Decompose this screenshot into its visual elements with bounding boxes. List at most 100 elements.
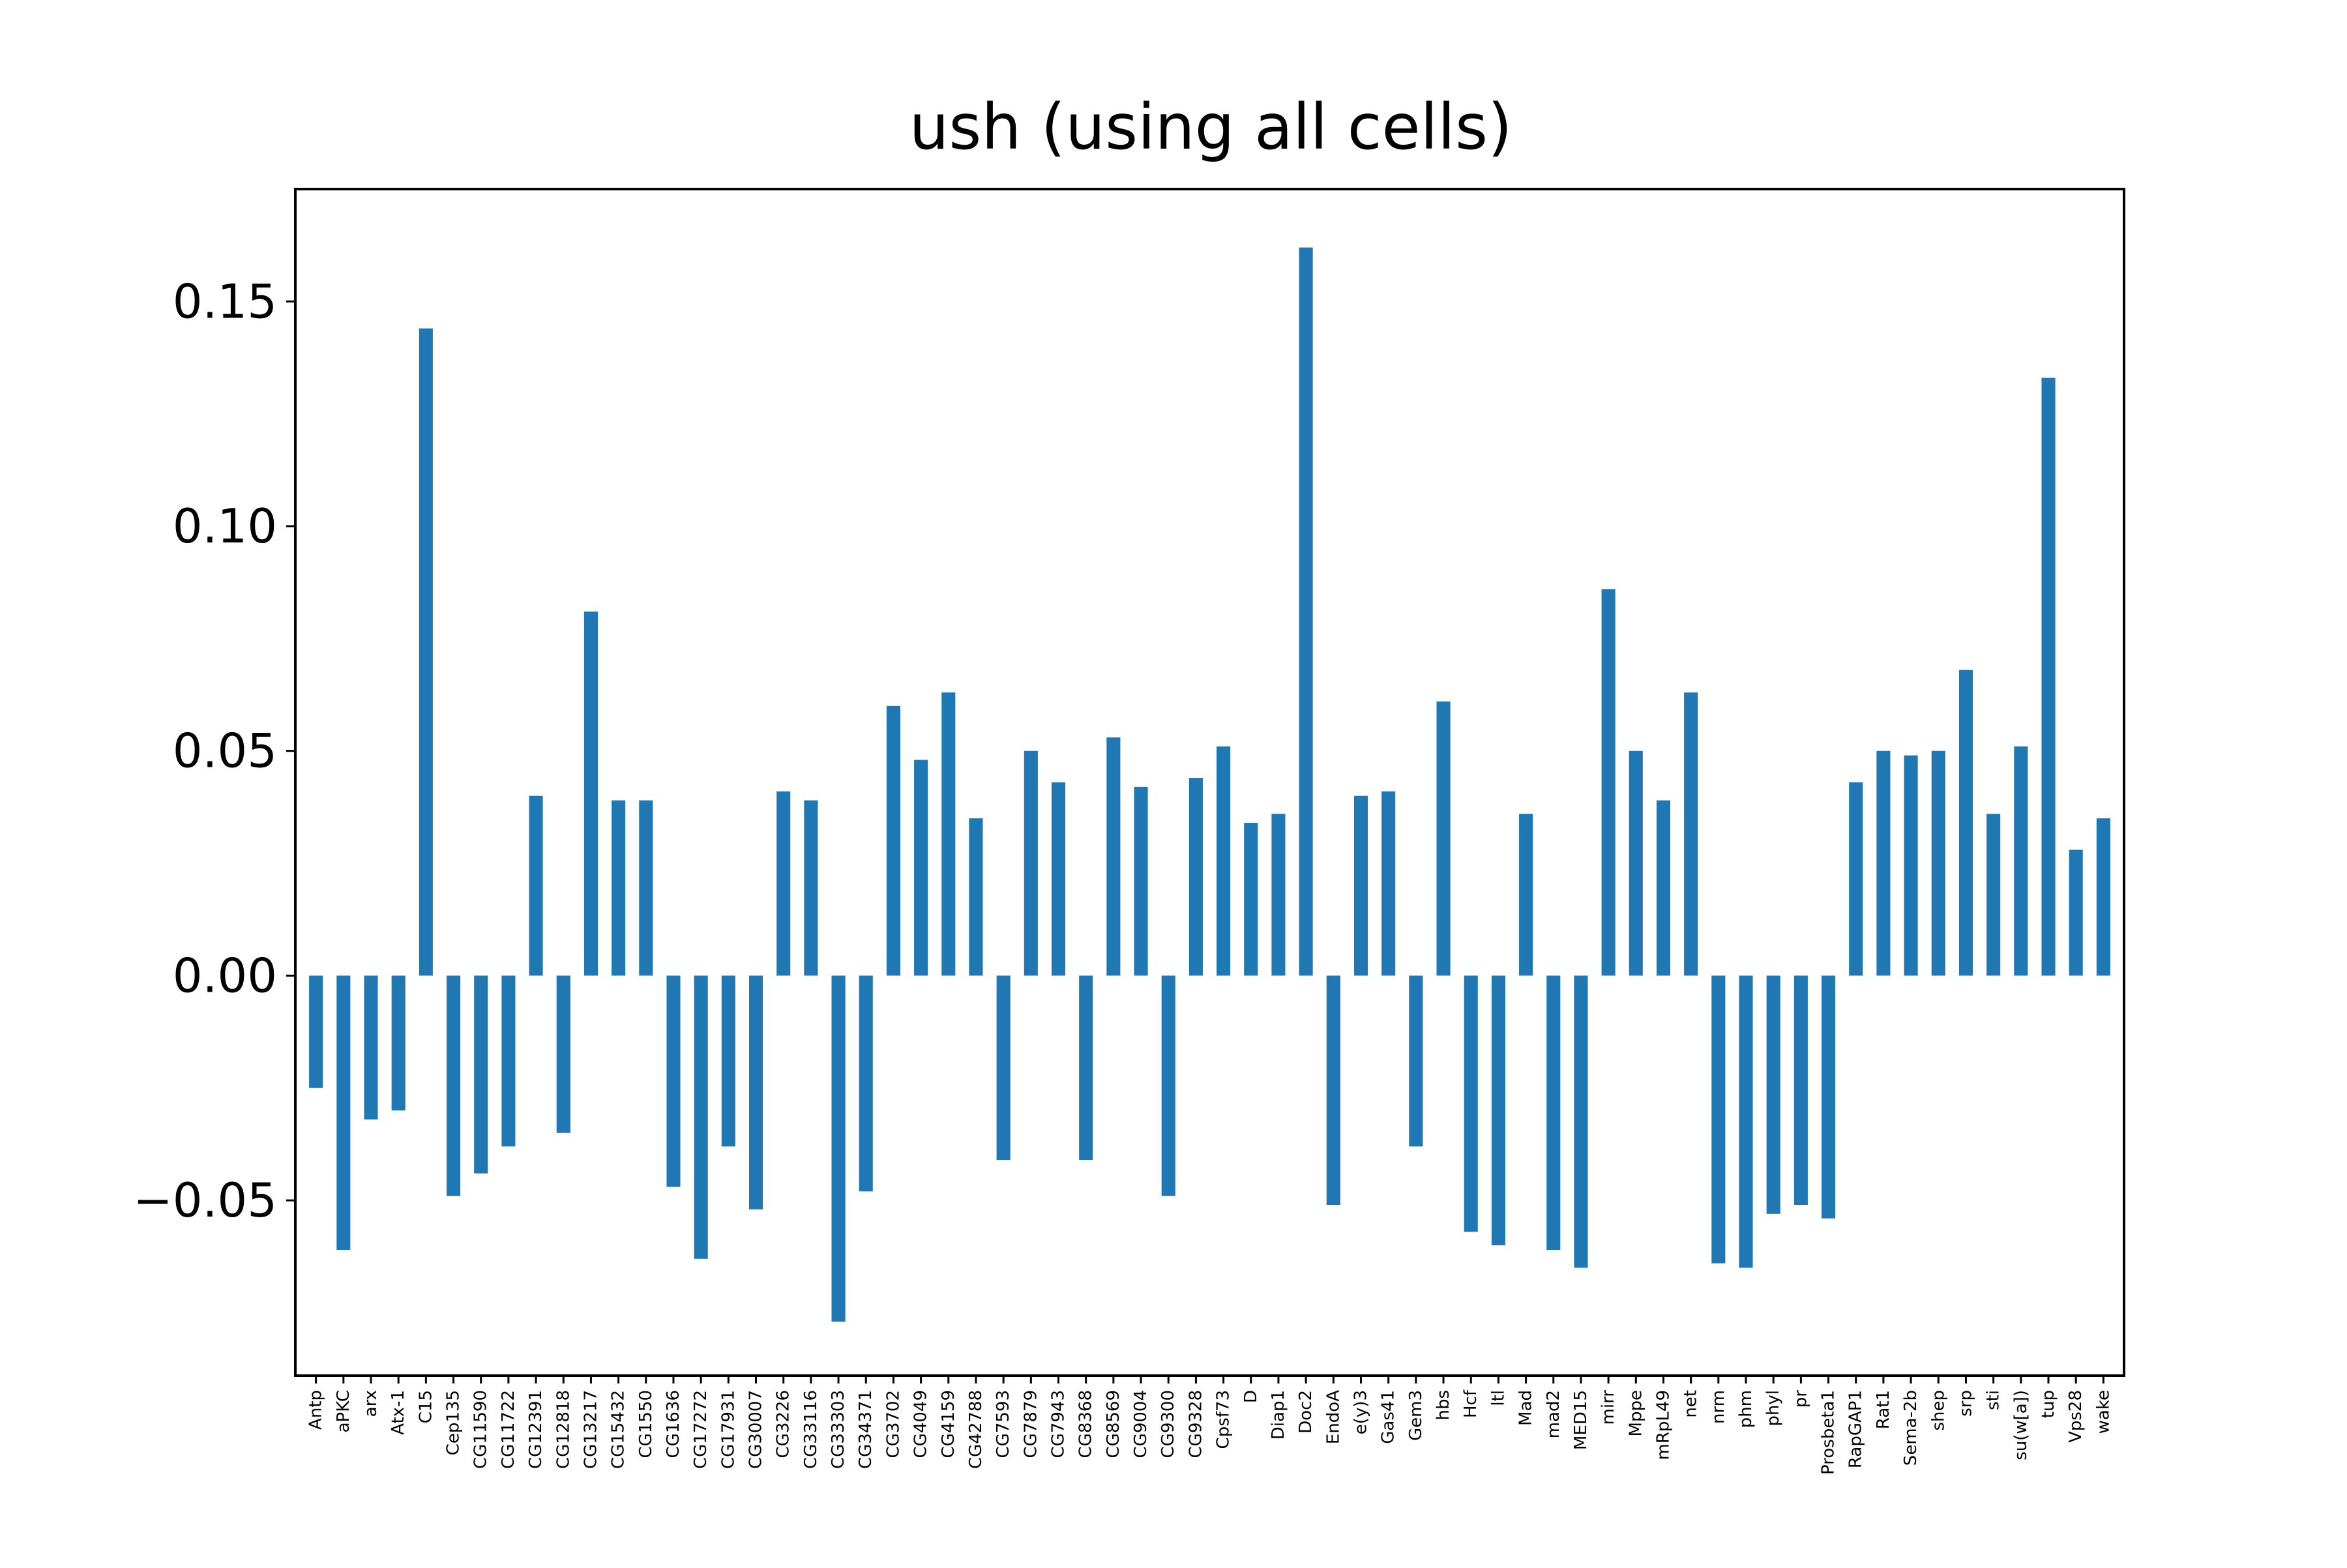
x-tick-label-d: D [1241, 1390, 1261, 1403]
bar-cpsf73 [1217, 746, 1231, 976]
x-tick-label-vps28: Vps28 [2066, 1390, 2086, 1443]
x-tick-label-cg4049: CG4049 [911, 1390, 931, 1458]
bar-cg7593 [996, 975, 1011, 1161]
bar-cg9300 [1161, 975, 1175, 1196]
bar-cg1550 [639, 800, 653, 976]
x-tick-label-cg7593: CG7593 [994, 1390, 1013, 1458]
y-tick-label: 0.00 [173, 948, 277, 1003]
x-axis: Antp aPKC arx Atx-1 C15 Cep135 CG11590 CG11722 C… [306, 1376, 2113, 1475]
bar-cg13217 [583, 612, 598, 976]
y-tick-label: 0.15 [173, 274, 277, 329]
bar-mrpl49 [1656, 800, 1671, 976]
x-tick-label-cg8569: CG8569 [1104, 1390, 1123, 1458]
x-tick-label-prosbeta1: Prosbeta1 [1819, 1390, 1838, 1475]
x-tick-label-shep: shep [1928, 1390, 1948, 1431]
x-tick-label-cg12818: CG12818 [554, 1390, 573, 1469]
bar-sema-2b [1904, 755, 1918, 976]
bar-arx [364, 975, 378, 1120]
bar-sti [1986, 814, 2001, 976]
x-tick-label-cg8368: CG8368 [1076, 1390, 1096, 1458]
x-tick-label-cg7879: CG7879 [1021, 1390, 1041, 1458]
x-tick-label-cg3226: CG3226 [774, 1390, 793, 1458]
x-tick-label-su-w-a: su(w[a]) [2011, 1390, 2031, 1460]
bar-hbs [1436, 701, 1451, 976]
bar-cg33116 [804, 800, 818, 976]
x-tick-label-atx-1: Atx-1 [389, 1390, 408, 1435]
bar-pr [1793, 975, 1808, 1206]
bar-gas41 [1381, 791, 1396, 976]
bar-cg7879 [1024, 750, 1038, 976]
plot-frame [294, 188, 2125, 1377]
bar-cg3702 [886, 705, 900, 976]
x-tick-label-antp: Antp [306, 1390, 326, 1430]
x-tick-label-cg15432: CG15432 [609, 1390, 628, 1469]
x-tick-label-cg12391: CG12391 [526, 1390, 546, 1469]
bar-ltl [1491, 975, 1505, 1246]
y-tick-label: 0.10 [173, 499, 277, 554]
x-tick-label-cg13217: CG13217 [581, 1390, 600, 1469]
bar-gem3 [1409, 975, 1423, 1147]
bar-cg8368 [1079, 975, 1093, 1161]
x-tick-label-arx: arx [361, 1390, 381, 1417]
x-tick-label-apkc: aPKC [334, 1390, 353, 1432]
x-tick-label-sema-2b: Sema-2b [1901, 1390, 1921, 1466]
x-tick-label-phm: phm [1736, 1390, 1756, 1428]
bar-cg7943 [1051, 782, 1066, 976]
bar-cg11722 [501, 975, 516, 1147]
x-tick-label-pr: pr [1791, 1390, 1810, 1408]
x-tick-label-cg42788: CG42788 [966, 1390, 986, 1469]
x-tick-label-hcf: Hcf [1461, 1389, 1481, 1418]
bar-shep [1931, 750, 1945, 976]
x-tick-label-mppe: Mppe [1626, 1390, 1646, 1436]
bar-cg15432 [612, 800, 626, 976]
x-tick-label-rapgap1: RapGAP1 [1846, 1390, 1866, 1468]
bar-cg30007 [748, 975, 763, 1209]
x-tick-label-mad: Mad [1516, 1390, 1536, 1426]
bars-group [309, 247, 2110, 1322]
bar-su-w-a [2014, 746, 2028, 976]
x-tick-label-cg9328: CG9328 [1186, 1390, 1205, 1458]
bar-tup [2041, 377, 2056, 976]
bar-endoa [1326, 975, 1340, 1206]
bar-phm [1739, 975, 1753, 1268]
x-tick-label-cg33303: CG33303 [829, 1390, 848, 1469]
chart-title: ush (using all cells) [909, 91, 1513, 164]
bar-med15 [1574, 975, 1588, 1268]
bar-cg11590 [474, 975, 488, 1174]
x-tick-label-mrpl49: mRpL49 [1653, 1390, 1673, 1460]
x-tick-label-gem3: Gem3 [1406, 1390, 1426, 1441]
x-tick-label-endoa: EndoA [1323, 1390, 1343, 1444]
bar-mad [1519, 814, 1533, 976]
bar-doc2 [1299, 247, 1313, 976]
bar-cep135 [446, 975, 461, 1196]
bar-atx-1 [391, 975, 406, 1111]
bar-apkc [336, 975, 351, 1250]
bar-rat1 [1876, 750, 1891, 976]
y-axis: −0.05 0.00 0.05 0.10 0.15 [133, 274, 295, 1228]
x-tick-label-net: net [1681, 1390, 1701, 1418]
bar-cg33303 [831, 975, 846, 1322]
bar-mppe [1629, 750, 1643, 976]
x-tick-label-cg11722: CG11722 [499, 1390, 518, 1469]
bar-antp [309, 975, 323, 1088]
x-tick-label-rat1: Rat1 [1874, 1390, 1893, 1429]
bar-cg12391 [529, 795, 543, 976]
bar-diap1 [1271, 814, 1286, 976]
bar-cg3226 [776, 791, 791, 976]
x-tick-label-tup: tup [2039, 1390, 2058, 1418]
bar-mirr [1601, 589, 1616, 976]
x-tick-label-srp: srp [1956, 1390, 1975, 1417]
bar-srp [1958, 670, 1973, 976]
bar-cg9004 [1134, 786, 1148, 976]
x-tick-label-hbs: hbs [1434, 1390, 1453, 1421]
bar-nrm [1711, 975, 1726, 1264]
bar-e-y-3 [1353, 795, 1368, 976]
bar-phyl [1766, 975, 1780, 1214]
bar-mad2 [1546, 975, 1561, 1250]
x-tick-label-e-y-3: e(y)3 [1351, 1390, 1370, 1434]
x-tick-label-cg34371: CG34371 [856, 1390, 876, 1469]
x-tick-label-cg1550: CG1550 [636, 1390, 656, 1458]
x-tick-label-cg4159: CG4159 [939, 1390, 958, 1458]
